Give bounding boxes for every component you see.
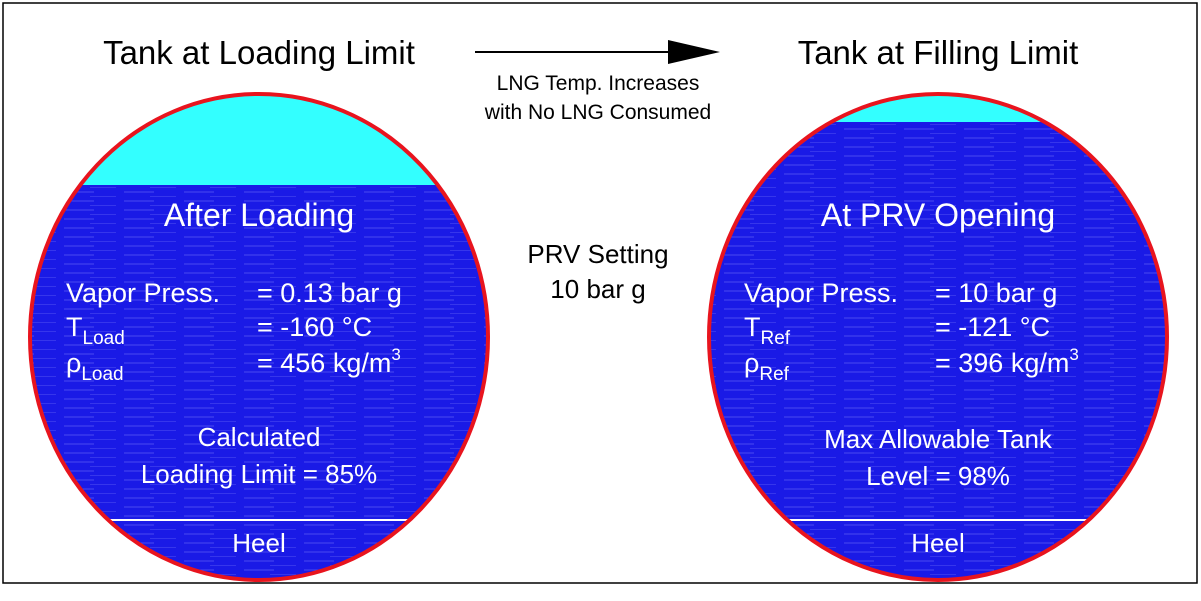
tank-shell xyxy=(707,92,1169,582)
row-label: TRef xyxy=(744,312,791,349)
row-label: ρRef xyxy=(744,348,790,385)
row-value: = 10 bar g xyxy=(935,278,1057,308)
row-value: = 396 kg/m3 xyxy=(935,345,1079,378)
row-label: TLoad xyxy=(66,312,125,349)
row-label: Vapor Press. xyxy=(744,278,898,308)
heel-label: Heel xyxy=(232,528,285,558)
row-label: Vapor Press. xyxy=(66,278,220,308)
left-tank: After Loading Vapor Press. = 0.13 bar g … xyxy=(28,92,490,582)
right-tank: At PRV Opening Vapor Press. = 10 bar g T… xyxy=(707,92,1169,582)
tank-heading: At PRV Opening xyxy=(821,197,1055,233)
note-line2: Loading Limit = 85% xyxy=(141,459,377,489)
arrow-label-line2: with No LNG Consumed xyxy=(484,101,711,124)
left-title: Tank at Loading Limit xyxy=(103,34,415,71)
frame-border xyxy=(2,2,1198,584)
row-value: = -160 °C xyxy=(257,312,372,342)
tank-shell xyxy=(28,92,490,582)
tank-heading: After Loading xyxy=(164,197,354,233)
note-line1: Max Allowable Tank xyxy=(824,424,1053,454)
vapor-space xyxy=(709,94,1167,122)
right-title: Tank at Filling Limit xyxy=(798,34,1079,71)
note-line1: Calculated xyxy=(198,422,321,452)
row-label: ρLoad xyxy=(66,348,124,385)
row-value: = 456 kg/m3 xyxy=(257,345,401,378)
arrow-label-line1: LNG Temp. Increases xyxy=(497,72,700,95)
arrow-icon xyxy=(475,40,720,64)
row-value: = 0.13 bar g xyxy=(257,278,402,308)
heel-label: Heel xyxy=(911,528,964,558)
note-line2: Level = 98% xyxy=(866,461,1010,491)
prv-setting-label: PRV Setting xyxy=(527,239,668,269)
prv-setting-value: 10 bar g xyxy=(550,274,645,304)
liquid-region xyxy=(709,94,1167,580)
row-value: = -121 °C xyxy=(935,312,1050,342)
